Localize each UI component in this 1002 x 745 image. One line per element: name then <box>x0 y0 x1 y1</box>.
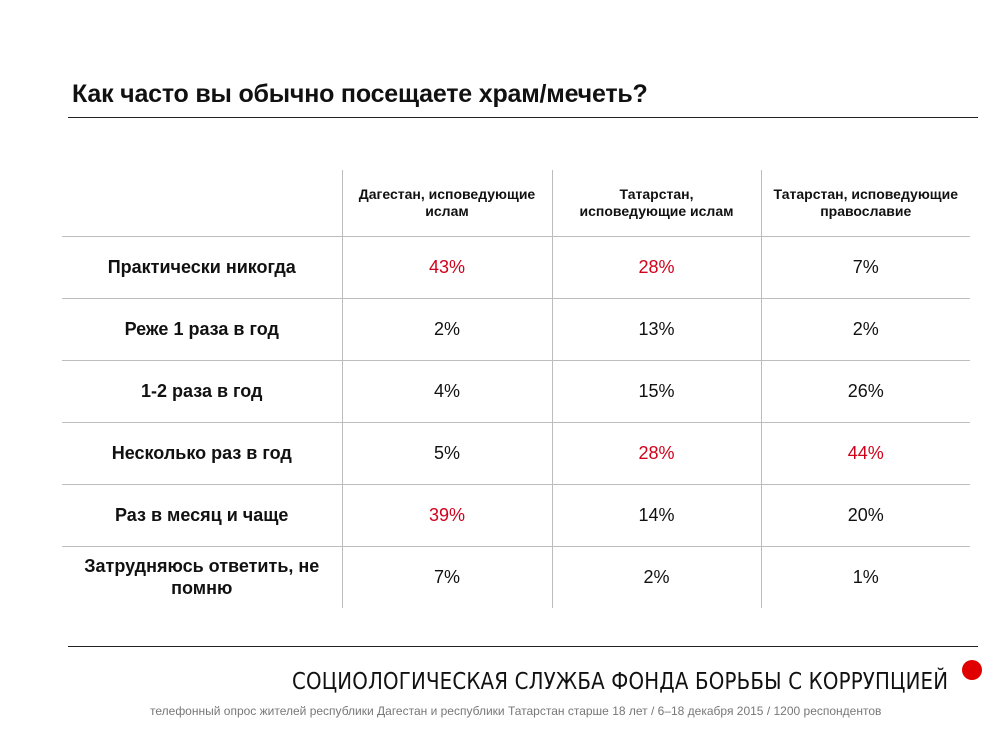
organization-name: СОЦИОЛОГИЧЕСКАЯ СЛУЖБА ФОНДА БОРЬБЫ С КО… <box>292 669 949 695</box>
table-row: Практически никогда 43% 28% 7% <box>62 236 970 299</box>
table-cell: 15% <box>551 360 761 423</box>
survey-methodology-note: телефонный опрос жителей республики Даге… <box>150 704 882 718</box>
row-label: 1-2 раза в год <box>62 360 342 423</box>
table-cell: 4% <box>341 360 552 423</box>
table-cell: 44% <box>760 422 970 485</box>
row-label: Несколько раз в год <box>62 422 342 485</box>
header-row: Дагестан, исповедующие ислам Татарстан, … <box>62 170 970 237</box>
table-cell: 1% <box>760 546 970 608</box>
table-row: Несколько раз в год 5% 28% 44% <box>62 422 970 485</box>
table-cell: 2% <box>551 546 761 608</box>
table-cell: 14% <box>551 484 761 547</box>
table-cell: 39% <box>341 484 552 547</box>
column-header: Татарстан, исповедующие ислам <box>551 170 761 237</box>
table-row: Затрудняюсь ответить, не помню 7% 2% 1% <box>62 546 970 608</box>
table-cell: 2% <box>760 298 970 361</box>
row-label: Практически никогда <box>62 236 342 299</box>
table-cell: 20% <box>760 484 970 547</box>
brand-dot-icon <box>962 660 982 680</box>
table-row: Раз в месяц и чаще 39% 14% 20% <box>62 484 970 547</box>
row-label: Реже 1 раза в год <box>62 298 342 361</box>
table-cell: 7% <box>760 236 970 299</box>
table-cell: 7% <box>341 546 552 608</box>
survey-table: Дагестан, исповедующие ислам Татарстан, … <box>62 170 970 608</box>
corner-cell <box>62 170 342 237</box>
table-cell: 5% <box>341 422 552 485</box>
table-cell: 13% <box>551 298 761 361</box>
table-cell: 2% <box>341 298 552 361</box>
table-cell: 28% <box>551 422 761 485</box>
row-label: Раз в месяц и чаще <box>62 484 342 547</box>
table-cell: 28% <box>551 236 761 299</box>
column-header: Татарстан, исповедующие православие <box>760 170 970 237</box>
row-label: Затрудняюсь ответить, не помню <box>84 556 320 599</box>
table-row: 1-2 раза в год 4% 15% 26% <box>62 360 970 423</box>
footer-divider <box>68 646 978 647</box>
page-title: Как часто вы обычно посещаете храм/мечет… <box>72 80 648 108</box>
column-header: Дагестан, исповедующие ислам <box>341 170 552 237</box>
table-row: Реже 1 раза в год 2% 13% 2% <box>62 298 970 361</box>
title-divider <box>68 117 978 118</box>
table-cell: 43% <box>341 236 552 299</box>
table-cell: 26% <box>760 360 970 423</box>
